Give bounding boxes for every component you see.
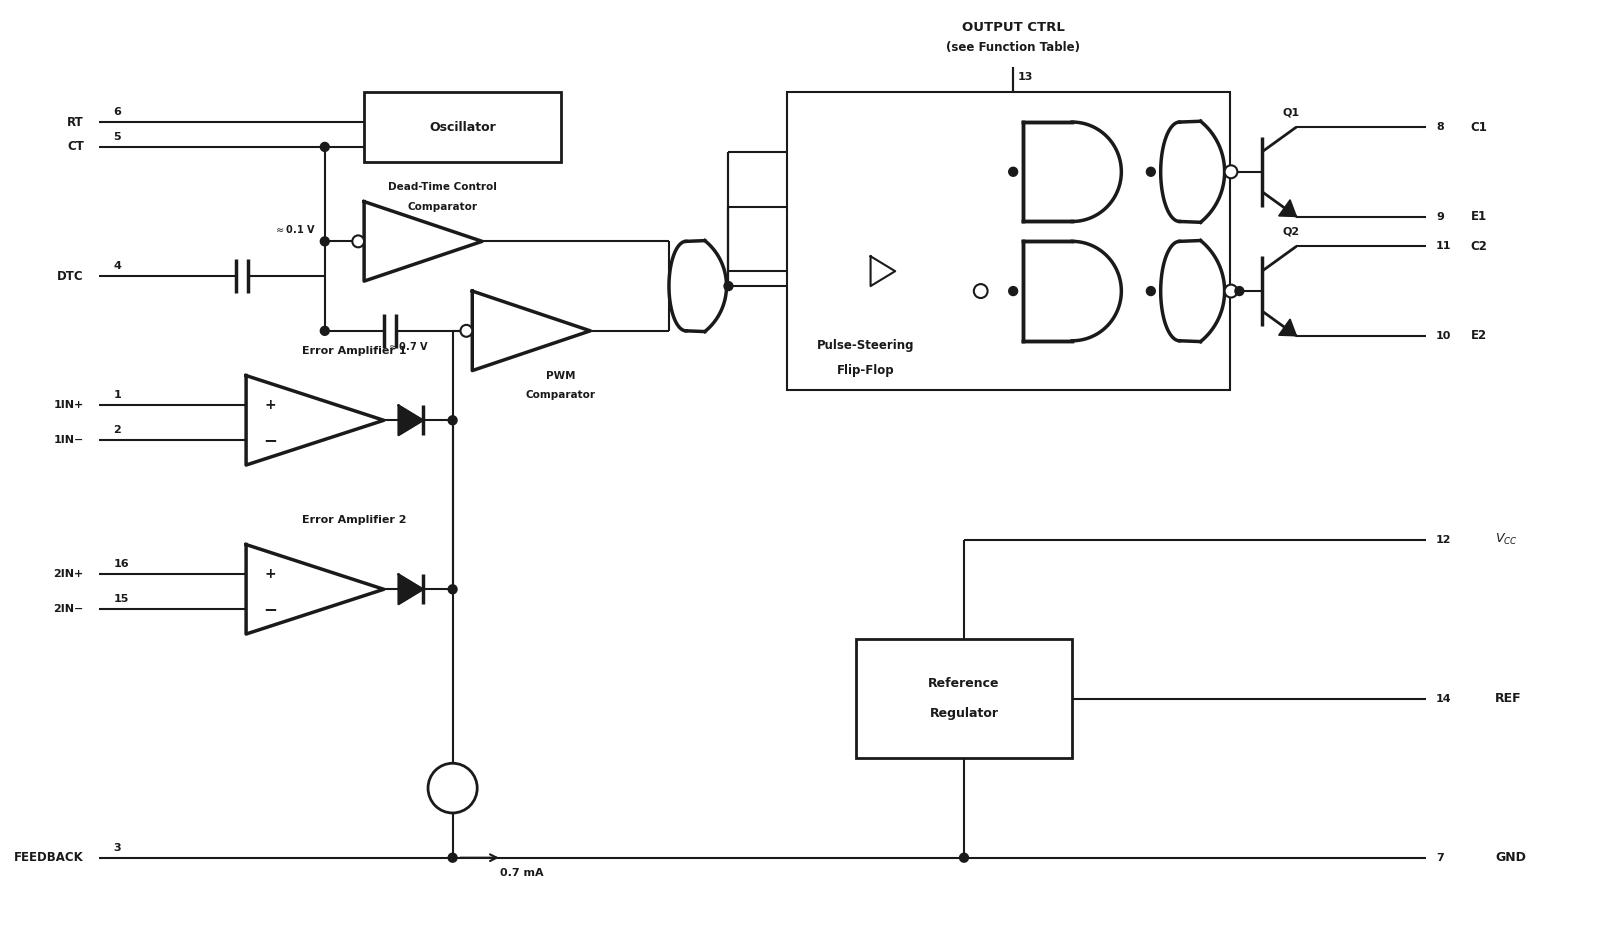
Polygon shape bbox=[364, 201, 482, 281]
Polygon shape bbox=[1278, 319, 1295, 336]
Text: Error Amplifier 1: Error Amplifier 1 bbox=[302, 346, 406, 355]
Text: Reference: Reference bbox=[928, 677, 1000, 690]
Text: C1: C1 bbox=[836, 265, 854, 277]
Circle shape bbox=[1008, 167, 1018, 176]
Text: 14: 14 bbox=[1435, 694, 1451, 704]
Circle shape bbox=[448, 585, 457, 594]
Text: −: − bbox=[263, 600, 278, 619]
Text: 11: 11 bbox=[1435, 242, 1451, 251]
Circle shape bbox=[448, 415, 457, 425]
Text: REF: REF bbox=[1494, 692, 1520, 705]
Text: E2: E2 bbox=[1470, 329, 1486, 342]
Text: 1: 1 bbox=[114, 390, 120, 400]
Polygon shape bbox=[246, 544, 384, 634]
Text: Q1: Q1 bbox=[1282, 107, 1298, 118]
Text: 2: 2 bbox=[114, 425, 120, 435]
Polygon shape bbox=[398, 405, 422, 435]
Text: 2IN+: 2IN+ bbox=[53, 570, 83, 579]
Polygon shape bbox=[1022, 242, 1120, 341]
Text: 4: 4 bbox=[114, 261, 120, 272]
Text: 12: 12 bbox=[1435, 535, 1451, 544]
Text: $\approx$0.1 V: $\approx$0.1 V bbox=[274, 224, 316, 235]
Text: RT: RT bbox=[67, 116, 83, 129]
Text: 10: 10 bbox=[1435, 331, 1451, 341]
Text: DTC: DTC bbox=[58, 270, 83, 283]
Text: 16: 16 bbox=[114, 559, 128, 570]
Text: CT: CT bbox=[67, 140, 83, 153]
Text: 2IN−: 2IN− bbox=[53, 604, 83, 614]
Text: Error Amplifier 2: Error Amplifier 2 bbox=[302, 515, 406, 525]
Circle shape bbox=[319, 143, 329, 151]
Circle shape bbox=[1225, 285, 1236, 298]
Circle shape bbox=[319, 237, 329, 246]
Text: C1: C1 bbox=[1470, 120, 1486, 133]
Text: PWM: PWM bbox=[546, 370, 575, 381]
Bar bbox=[815, 112, 973, 351]
Text: (see Function Table): (see Function Table) bbox=[945, 41, 1080, 54]
Text: Regulator: Regulator bbox=[929, 707, 998, 720]
Circle shape bbox=[958, 854, 968, 862]
Circle shape bbox=[461, 325, 472, 337]
Text: 1D: 1D bbox=[841, 146, 860, 159]
Polygon shape bbox=[398, 574, 422, 604]
Polygon shape bbox=[472, 291, 591, 370]
Text: Comparator: Comparator bbox=[525, 390, 595, 400]
Circle shape bbox=[724, 282, 732, 290]
Text: C2: C2 bbox=[1470, 240, 1486, 253]
Circle shape bbox=[429, 763, 477, 813]
Bar bbox=[364, 92, 560, 162]
Text: Oscillator: Oscillator bbox=[429, 120, 496, 133]
Text: 8: 8 bbox=[1435, 122, 1443, 132]
Text: 15: 15 bbox=[114, 594, 128, 604]
Text: +: + bbox=[265, 568, 276, 581]
Polygon shape bbox=[1022, 122, 1120, 222]
Circle shape bbox=[1146, 287, 1154, 295]
Text: GND: GND bbox=[1494, 852, 1525, 864]
Text: $\approx$0.7 V: $\approx$0.7 V bbox=[387, 339, 429, 352]
Polygon shape bbox=[870, 257, 894, 286]
Text: 5: 5 bbox=[114, 132, 120, 142]
Text: FEEDBACK: FEEDBACK bbox=[14, 852, 83, 864]
Text: Flip-Flop: Flip-Flop bbox=[836, 364, 894, 377]
Text: 13: 13 bbox=[1018, 72, 1032, 83]
Polygon shape bbox=[1160, 241, 1225, 341]
Text: $V_{CC}$: $V_{CC}$ bbox=[1494, 532, 1517, 547]
Circle shape bbox=[351, 235, 364, 247]
Text: 1IN−: 1IN− bbox=[53, 435, 83, 446]
Polygon shape bbox=[1278, 200, 1295, 216]
Text: Comparator: Comparator bbox=[408, 201, 477, 212]
Circle shape bbox=[1234, 287, 1242, 295]
Text: OUTPUT CTRL: OUTPUT CTRL bbox=[961, 21, 1064, 34]
Circle shape bbox=[319, 326, 329, 336]
Circle shape bbox=[973, 284, 987, 298]
Text: +: + bbox=[265, 399, 276, 413]
Circle shape bbox=[1225, 165, 1236, 179]
Circle shape bbox=[448, 854, 457, 862]
Polygon shape bbox=[246, 376, 384, 465]
Text: Dead-Time Control: Dead-Time Control bbox=[388, 181, 498, 192]
Text: 1IN+: 1IN+ bbox=[53, 400, 83, 411]
Text: 7: 7 bbox=[1435, 853, 1443, 863]
Bar bbox=[786, 92, 1229, 390]
Polygon shape bbox=[1160, 121, 1225, 222]
Text: Q2: Q2 bbox=[1282, 227, 1298, 237]
Bar bbox=[855, 639, 1072, 759]
Text: −: − bbox=[263, 431, 278, 449]
Text: 6: 6 bbox=[114, 107, 120, 118]
Text: 3: 3 bbox=[114, 843, 120, 853]
Polygon shape bbox=[669, 241, 725, 332]
Text: Pulse-Steering: Pulse-Steering bbox=[817, 339, 913, 352]
Text: E1: E1 bbox=[1470, 210, 1486, 223]
Circle shape bbox=[1008, 287, 1018, 295]
Text: 0.7 mA: 0.7 mA bbox=[499, 868, 542, 878]
Circle shape bbox=[1146, 167, 1154, 176]
Text: 9: 9 bbox=[1435, 212, 1443, 222]
